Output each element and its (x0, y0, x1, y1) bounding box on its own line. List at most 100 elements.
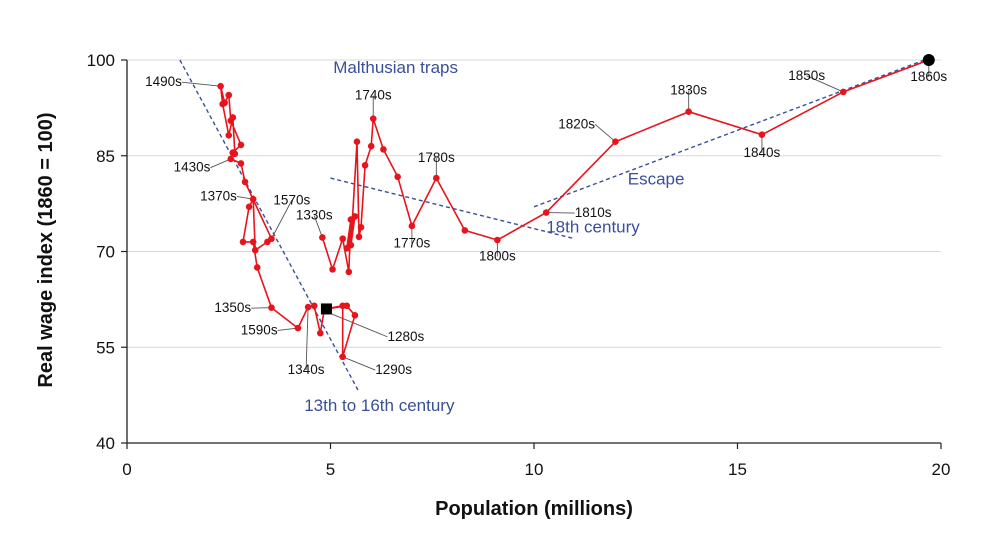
label-leader-line (277, 327, 298, 331)
data-point (394, 173, 401, 181)
point-label: 1810s (575, 205, 612, 220)
point-label: 1780s (418, 150, 455, 165)
data-point (380, 146, 387, 153)
data-point (219, 100, 226, 108)
data-point (361, 162, 369, 169)
data-point (231, 150, 239, 158)
trendline (533, 56, 934, 208)
point-label: 1370s (200, 188, 237, 203)
data-point (494, 236, 501, 244)
data-point (239, 238, 247, 246)
data-point (225, 91, 233, 99)
data-point (237, 141, 245, 149)
data-point (542, 209, 550, 216)
data-point (317, 329, 324, 337)
y-tick-label: 70 (96, 243, 115, 262)
point-label: 1850s (788, 68, 825, 83)
data-point (339, 353, 347, 361)
axes: 40 55 70 85 100 0 5 10 15 20 (87, 51, 951, 479)
data-point (237, 160, 245, 167)
y-axis-title: Real wage index (1860 = 100) (35, 112, 57, 387)
data-point (351, 312, 359, 319)
data-point (433, 174, 440, 182)
label-leader-line (305, 307, 309, 371)
data-point (408, 222, 416, 230)
point-label: 1330s (296, 208, 333, 223)
x-tick-label: 15 (728, 460, 747, 479)
data-point (357, 223, 365, 231)
data-point (227, 155, 235, 163)
data-point (685, 108, 692, 116)
x-tick-label: 20 (932, 460, 951, 479)
x-tick-label: 10 (525, 460, 544, 479)
y-tick-label: 85 (96, 147, 115, 166)
data-point (217, 82, 224, 90)
y-tick-label: 100 (87, 51, 115, 70)
data-point (310, 302, 318, 310)
point-label: 1340s (288, 362, 325, 377)
data-point (612, 138, 619, 146)
data-point (253, 264, 261, 271)
trendline (179, 59, 360, 393)
data-point (367, 142, 375, 150)
annotation-label: Malthusian traps (333, 58, 458, 77)
x-axis-title: Population (millions) (435, 498, 633, 520)
y-tick-label: 40 (96, 434, 115, 453)
gridlines (127, 59, 941, 348)
point-label: 1800s (479, 248, 516, 263)
annotations: Malthusian traps 13th to 16th century 18th… (304, 58, 684, 415)
data-point (229, 114, 237, 121)
data-point (304, 303, 312, 311)
data-point (329, 266, 336, 273)
data-point (345, 268, 353, 276)
label-leader-line (181, 81, 221, 87)
label-leader-line (271, 200, 293, 239)
point-label: 1350s (214, 300, 251, 315)
point-label: 1290s (375, 362, 412, 377)
series-line (321, 59, 930, 273)
point-label: 1590s (241, 322, 278, 337)
y-tick-label: 55 (96, 338, 115, 357)
data-point (241, 178, 249, 186)
point-label: 1830s (670, 82, 707, 97)
label-leader-line (330, 313, 388, 338)
data-point (249, 238, 257, 246)
data-point (249, 195, 257, 203)
data-point (268, 235, 275, 243)
point-label: 1570s (273, 192, 310, 207)
data-point (355, 233, 363, 241)
annotation-label: 13th to 16th century (304, 396, 455, 415)
label-leader-line (594, 123, 616, 143)
trendlines (179, 56, 934, 393)
label-leader-line (806, 75, 844, 93)
data-point (758, 131, 766, 138)
label-leader-line (210, 158, 231, 169)
point-label: 1280s (387, 329, 424, 344)
x-tick-label: 5 (326, 460, 335, 479)
data-point (339, 235, 347, 243)
data-point (840, 88, 847, 96)
end-marker-circle (922, 54, 935, 66)
data-point (353, 138, 361, 146)
data-series (217, 54, 935, 361)
point-label: 1740s (355, 88, 392, 103)
annotation-label: 18th century (546, 217, 640, 236)
data-point (251, 246, 259, 254)
data-point (268, 304, 275, 311)
data-point (461, 227, 469, 234)
point-label: 1770s (394, 236, 431, 251)
x-tick-label: 0 (122, 460, 131, 479)
annotation-label: Escape (628, 169, 685, 188)
point-label: 1490s (145, 74, 182, 89)
point-label: 1860s (910, 69, 947, 84)
data-point (294, 324, 302, 332)
label-leader-line (313, 215, 323, 238)
point-label: 1820s (558, 116, 595, 131)
data-point (319, 234, 326, 241)
start-marker-square (320, 303, 332, 315)
point-label: 1840s (744, 145, 781, 160)
data-point (347, 241, 355, 249)
data-point (369, 115, 377, 123)
